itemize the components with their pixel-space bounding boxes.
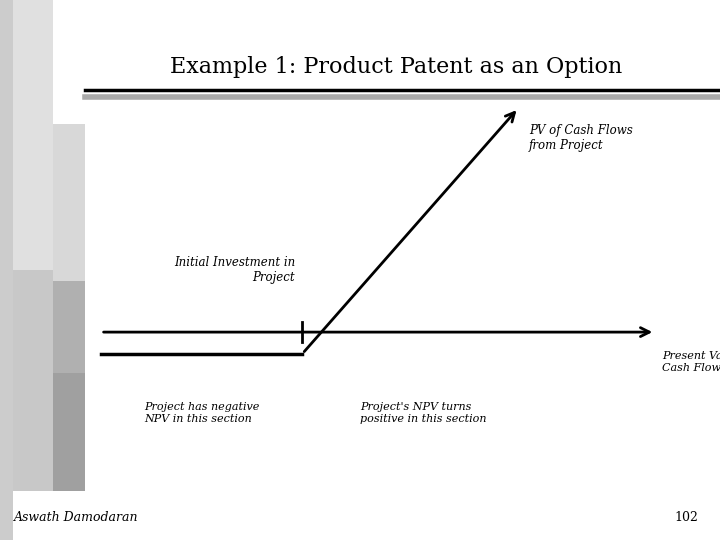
Text: PV of Cash Flows
from Project: PV of Cash Flows from Project xyxy=(529,124,633,152)
Text: Project has negative
NPV in this section: Project has negative NPV in this section xyxy=(144,402,259,424)
Bar xyxy=(53,124,85,491)
Bar xyxy=(13,0,53,491)
Text: Aswath Damodaran: Aswath Damodaran xyxy=(14,511,139,524)
Text: 102: 102 xyxy=(675,511,698,524)
Bar xyxy=(0,0,13,540)
Bar xyxy=(53,124,85,281)
Text: Project's NPV turns
positive in this section: Project's NPV turns positive in this sec… xyxy=(360,402,487,424)
Bar xyxy=(13,0,53,270)
Text: Present Value of Expected
Cash Flows on Product: Present Value of Expected Cash Flows on … xyxy=(662,351,720,373)
Text: Initial Investment in
Project: Initial Investment in Project xyxy=(174,255,295,284)
Bar xyxy=(85,0,720,97)
Bar xyxy=(53,373,85,491)
Text: Example 1: Product Patent as an Option: Example 1: Product Patent as an Option xyxy=(170,57,622,78)
